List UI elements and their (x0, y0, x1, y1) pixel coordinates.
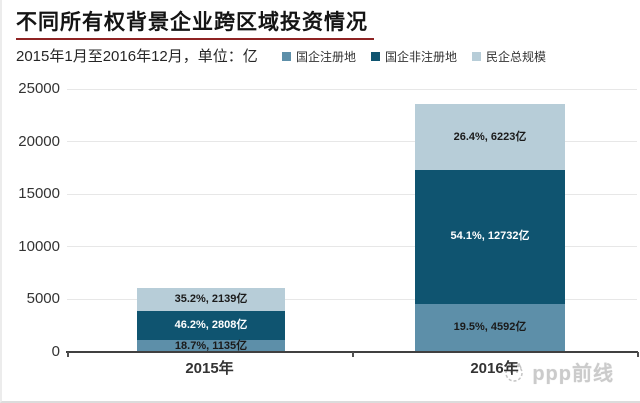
bar-segment: 26.4%, 6223亿 (415, 104, 565, 170)
bar-segment: 19.5%, 4592亿 (415, 303, 565, 352)
legend-item: 国企注册地 (282, 48, 356, 65)
legend-item: 民企总规模 (472, 48, 546, 65)
gridline (67, 246, 637, 248)
y-axis-tick-label: 0 (51, 343, 60, 360)
gridline (67, 298, 637, 300)
bar-segment: 18.7%, 1135亿 (137, 340, 285, 352)
segment-data-label: 46.2%, 2808亿 (174, 318, 248, 331)
cat-logo-icon (505, 362, 524, 382)
segment-data-label: 26.4%, 6223亿 (453, 130, 527, 143)
x-axis-tick (352, 352, 354, 357)
chart-title: 不同所有权背景企业跨区域投资情况 (16, 11, 368, 34)
legend-label: 民企总规模 (486, 50, 547, 64)
y-axis-tick-label: 15000 (18, 185, 60, 203)
gridline (67, 193, 637, 195)
legend-label: 国企非注册地 (385, 50, 458, 64)
legend-item: 国企非注册地 (371, 48, 457, 65)
x-axis-category-label: 2015年 (185, 360, 234, 377)
bar-segment: 54.1%, 12732亿 (415, 169, 565, 304)
y-axis-tick-label: 5000 (26, 290, 60, 308)
gridline (67, 141, 637, 143)
y-axis-tick-label: 10000 (18, 237, 60, 255)
segment-data-label: 19.5%, 4592亿 (453, 321, 527, 334)
watermark-text: ppp前线 (532, 363, 614, 385)
segment-data-label: 35.2%, 2139亿 (174, 292, 248, 305)
y-axis-tick-label: 25000 (18, 80, 60, 97)
segment-data-label: 54.1%, 12732亿 (450, 230, 530, 243)
x-axis-tick (67, 352, 69, 357)
watermark: ppp前线 (502, 357, 614, 386)
y-axis-tick-label: 20000 (18, 132, 60, 150)
x-axis-category-label: 2016年 (470, 360, 519, 377)
plot-area: 35.2%, 2139亿 46.2%, 2808亿 18.7%, 1135亿 26.4… (67, 88, 637, 352)
chart-subtitle: 2015年1月至2016年12月，单位：亿 (16, 48, 258, 65)
stacked-bar-2016: 26.4%, 6223亿 54.1%, 12732亿 19.5%, 4592亿 (415, 104, 565, 352)
gridline (67, 88, 637, 90)
stacked-bar-2015: 35.2%, 2139亿 46.2%, 2808亿 18.7%, 1135亿 (137, 288, 285, 352)
bar-segment: 46.2%, 2808亿 (137, 310, 285, 341)
chart-legend: 国企注册地 国企非注册地 民企总规模 (282, 48, 546, 65)
legend-swatch-icon (371, 52, 381, 61)
legend-swatch-icon (472, 52, 482, 61)
x-axis-tick (637, 352, 639, 357)
bar-segment: 35.2%, 2139亿 (137, 288, 285, 311)
title-underline (16, 38, 374, 40)
legend-swatch-icon (282, 52, 291, 61)
legend-label: 国企注册地 (296, 50, 357, 64)
segment-data-label: 18.7%, 1135亿 (174, 339, 248, 352)
